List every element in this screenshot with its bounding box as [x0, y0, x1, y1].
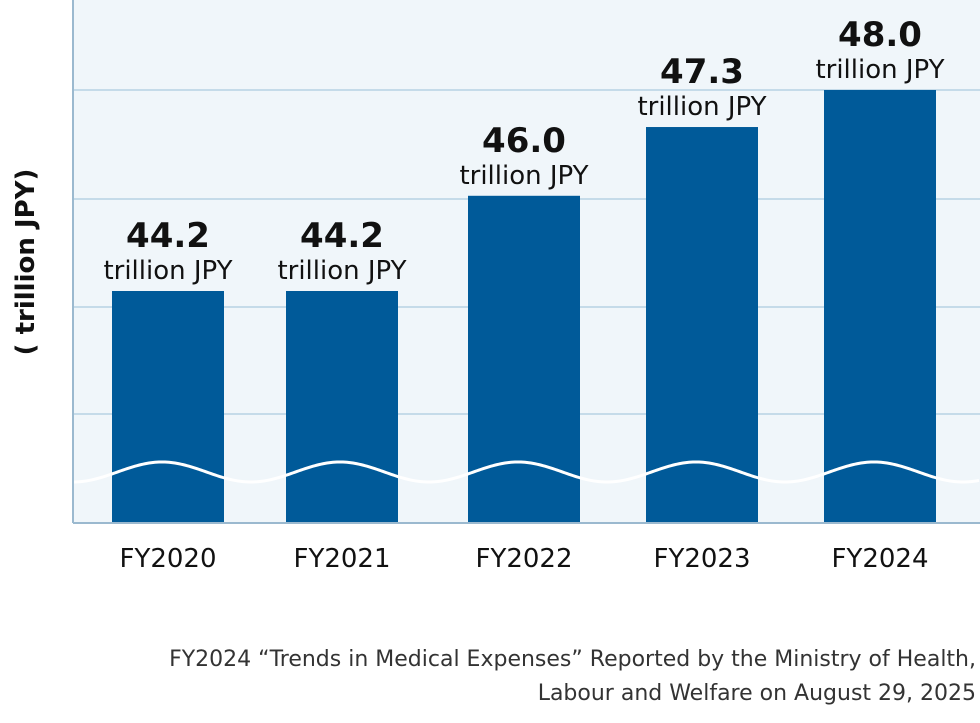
x-tick-labels: FY2020 FY2021 FY2022 FY2023 FY2024: [119, 544, 928, 574]
bar-fy2020: [112, 291, 224, 523]
bar-fy2021: [286, 291, 398, 523]
bar-unit-label: trillion JPY: [277, 256, 406, 286]
bar-fy2022: [468, 195, 580, 523]
x-tick-label: FY2024: [831, 544, 928, 574]
bar-value-label: 47.3: [660, 52, 744, 92]
bar-unit-label: trillion JPY: [459, 161, 588, 191]
source-line-2: Labour and Welfare on August 29, 2025: [537, 681, 976, 706]
bar-unit-label: trillion JPY: [815, 55, 944, 85]
axis-break-wave: [72, 460, 980, 484]
bar-fy2023: [646, 127, 758, 524]
bar-value-label: 44.2: [300, 216, 384, 256]
bar-value-label: 48.0: [838, 15, 922, 55]
bar-value-label: 44.2: [126, 216, 210, 256]
bar-fy2024: [824, 90, 936, 523]
x-tick-label: FY2021: [293, 544, 390, 574]
x-tick-label: FY2022: [475, 544, 572, 574]
source-note: FY2024 “Trends in Medical Expenses” Repo…: [169, 643, 976, 711]
x-tick-label: FY2023: [653, 544, 750, 574]
bar-unit-label: trillion JPY: [637, 92, 766, 122]
bar-value-label: 46.0: [482, 121, 566, 161]
bar-unit-label: trillion JPY: [103, 256, 232, 286]
x-tick-label: FY2020: [119, 544, 216, 574]
y-axis-label: ( trillion JPY): [11, 169, 41, 356]
source-line-1: FY2024 “Trends in Medical Expenses” Repo…: [169, 647, 976, 672]
